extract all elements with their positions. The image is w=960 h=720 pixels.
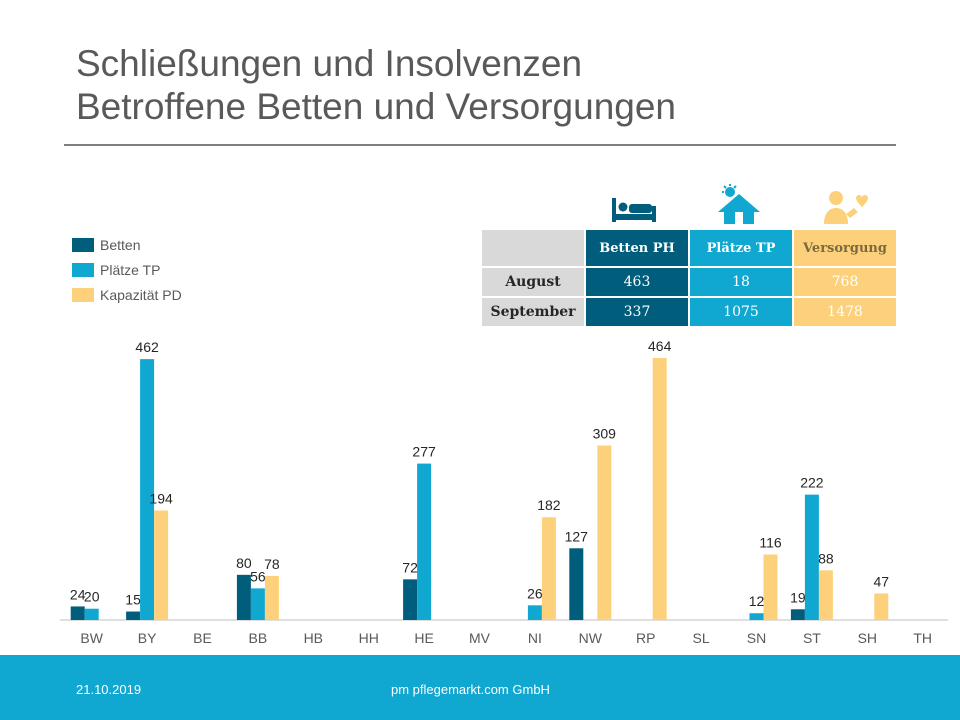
- title-divider: [64, 144, 896, 146]
- x-tick-label: RP: [636, 630, 655, 646]
- bar-sh-2: [874, 593, 889, 620]
- data-label: 194: [149, 490, 173, 506]
- data-label: 222: [800, 475, 824, 491]
- x-tick-label: HE: [414, 630, 433, 646]
- data-label: 127: [565, 528, 589, 544]
- data-label: 56: [250, 568, 266, 584]
- caregiver-icon: [824, 191, 868, 224]
- bar-by-0: [126, 611, 141, 620]
- x-tick-label: BW: [80, 630, 103, 646]
- data-label: 80: [236, 555, 252, 571]
- x-tick-label: BE: [193, 630, 212, 646]
- x-tick-label: NI: [528, 630, 542, 646]
- bar-he-1: [417, 463, 432, 620]
- data-label: 72: [402, 559, 418, 575]
- bar-nw-0: [569, 548, 584, 620]
- summary-row-label: August: [482, 268, 584, 296]
- data-label: 20: [84, 589, 100, 605]
- page-title: Schließungen und Insolvenzen Betroffene …: [76, 42, 896, 128]
- legend-label-plaetze: Plätze TP: [100, 261, 161, 278]
- bar-bb-0: [236, 574, 251, 620]
- summary-col-versorgung: Versorgung: [794, 230, 896, 266]
- x-tick-label: BY: [138, 630, 157, 646]
- bar-by-2: [154, 510, 169, 620]
- bar-he-0: [403, 579, 418, 620]
- x-tick-label: BB: [249, 630, 268, 646]
- legend-swatch-betten: [72, 237, 94, 252]
- bar-sn-2: [763, 554, 778, 620]
- summary-corner: [482, 230, 584, 266]
- bar-st-2: [818, 570, 833, 620]
- x-tick-label: TH: [913, 630, 932, 646]
- summary-cell: 768: [794, 268, 896, 296]
- bar-bb-2: [264, 575, 279, 620]
- x-tick-label: SH: [858, 630, 877, 646]
- data-label: 19: [790, 589, 806, 605]
- data-label: 88: [818, 550, 834, 566]
- data-label: 182: [537, 497, 561, 513]
- bar-rp-2: [652, 358, 667, 620]
- bar-nw-2: [597, 445, 612, 620]
- bar-ni-1: [527, 605, 542, 620]
- bar-ni-2: [541, 517, 556, 620]
- x-tick-label: HH: [359, 630, 379, 646]
- data-label: 78: [264, 556, 280, 572]
- summary-cell: 1075: [690, 298, 792, 326]
- summary-col-plaetze: Plätze TP: [690, 230, 792, 266]
- summary-cell: 337: [586, 298, 688, 326]
- data-label: 15: [125, 592, 141, 608]
- data-label: 116: [759, 535, 782, 551]
- data-label: 277: [412, 444, 436, 460]
- bar-sn-1: [749, 613, 764, 620]
- bar-st-1: [804, 494, 819, 620]
- bar-st-0: [790, 609, 805, 620]
- chart-legend: Betten Plätze TP Kapazität PD: [72, 232, 182, 307]
- footer-bar: 21.10.2019 pm pflegemarkt.com GmbH: [0, 655, 960, 720]
- x-tick-label: SL: [693, 630, 710, 646]
- x-tick-label: MV: [469, 630, 491, 646]
- legend-item-kapazitaet: Kapazität PD: [72, 282, 182, 307]
- summary-table: Betten PH Plätze TP Versorgung August 46…: [480, 228, 898, 328]
- data-label: 309: [593, 426, 617, 442]
- x-tick-label: NW: [579, 630, 603, 646]
- footer-date: 21.10.2019: [76, 682, 142, 697]
- legend-swatch-kapazitaet: [72, 287, 94, 302]
- legend-item-betten: Betten: [72, 232, 182, 257]
- summary-row-september: September 337 1075 1478: [482, 298, 896, 326]
- data-label: 26: [527, 585, 543, 601]
- summary-col-betten: Betten PH: [586, 230, 688, 266]
- x-tick-label: ST: [803, 630, 821, 646]
- bar-by-1: [140, 359, 155, 620]
- data-label: 12: [749, 593, 765, 609]
- bed-icon: [612, 198, 656, 222]
- data-label: 462: [135, 339, 159, 355]
- footer-company: pm pflegemarkt.com GmbH: [391, 682, 550, 697]
- summary-cell: 463: [586, 268, 688, 296]
- summary-row-august: August 463 18 768: [482, 268, 896, 296]
- bar-bw-1: [84, 608, 99, 620]
- x-tick-label: SN: [747, 630, 766, 646]
- house-sun-icon: [718, 184, 760, 224]
- data-label: 464: [648, 338, 672, 354]
- title-line-1: Schließungen und Insolvenzen: [76, 43, 583, 84]
- summary-cell: 1478: [794, 298, 896, 326]
- bar-bb-1: [250, 588, 265, 620]
- bar-bw-0: [70, 606, 85, 620]
- summary-cell: 18: [690, 268, 792, 296]
- x-tick-label: HB: [304, 630, 323, 646]
- legend-item-plaetze: Plätze TP: [72, 257, 182, 282]
- legend-swatch-plaetze: [72, 262, 94, 277]
- summary-header-row: Betten PH Plätze TP Versorgung: [482, 230, 896, 266]
- data-label: 24: [70, 586, 86, 602]
- title-line-2: Betroffene Betten und Versorgungen: [76, 86, 677, 127]
- legend-label-kapazitaet: Kapazität PD: [100, 286, 182, 303]
- legend-label-betten: Betten: [100, 236, 141, 253]
- summary-row-label: September: [482, 298, 584, 326]
- data-label: 47: [874, 573, 890, 589]
